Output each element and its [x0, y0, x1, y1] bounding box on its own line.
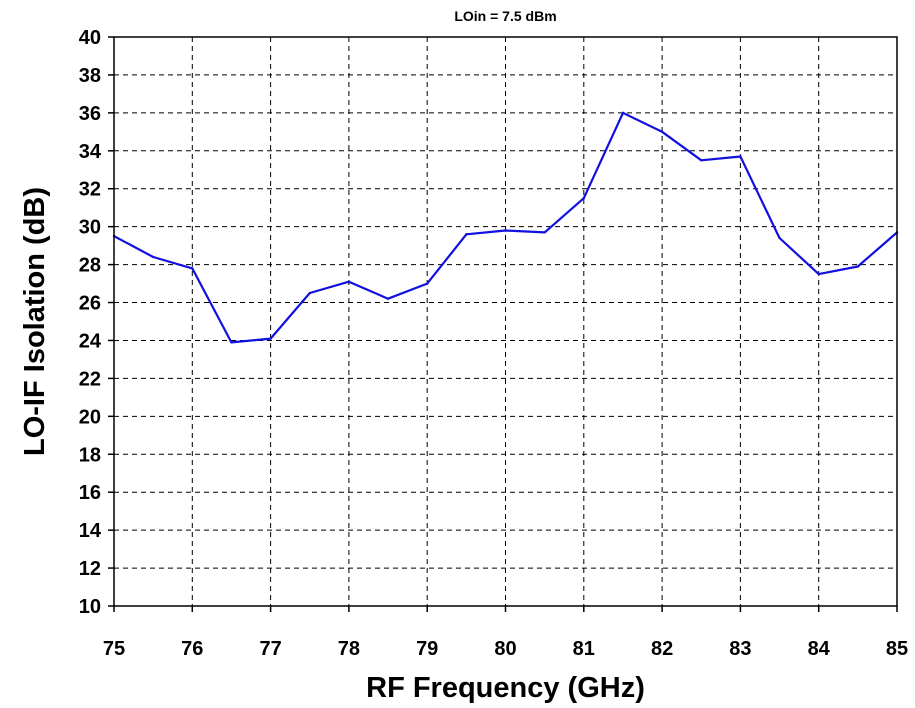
y-tick-label: 16 — [79, 482, 101, 504]
data-point — [817, 272, 820, 276]
data-point — [543, 231, 546, 234]
x-tick-label: 83 — [729, 638, 751, 660]
y-tick-label: 36 — [79, 103, 101, 125]
y-tick-label: 12 — [79, 558, 101, 580]
data-point — [347, 280, 351, 283]
x-tick-label: 76 — [181, 638, 203, 660]
y-axis-title: LO-IF Isolation (dB) — [19, 187, 51, 456]
y-tick-label: 22 — [79, 368, 101, 390]
y-tick-label: 14 — [79, 520, 102, 542]
data-point — [465, 233, 468, 236]
y-tick-label: 28 — [79, 255, 101, 277]
data-point — [739, 155, 742, 158]
data-point — [269, 337, 272, 340]
data-point — [191, 267, 194, 270]
x-tick-label: 82 — [651, 638, 673, 660]
data-point — [621, 111, 625, 115]
y-tick-label: 38 — [79, 65, 101, 87]
y-tick-label: 40 — [79, 27, 101, 49]
x-tick-label: 77 — [259, 638, 281, 660]
x-tick-label: 80 — [494, 638, 516, 660]
x-tick-label: 84 — [808, 638, 831, 660]
data-point — [778, 236, 781, 240]
y-tick-label: 26 — [79, 293, 101, 315]
x-tick-label: 81 — [573, 638, 595, 660]
y-tick-label: 34 — [79, 141, 102, 163]
data-point — [151, 255, 155, 259]
data-point — [582, 197, 585, 200]
x-axis-title: RF Frequency (GHz) — [366, 672, 645, 704]
x-tick-label: 85 — [886, 638, 908, 660]
chart-title: LOin = 7.5 dBm — [454, 8, 556, 24]
data-point — [504, 229, 507, 232]
data-point — [386, 297, 390, 300]
tick-marks — [108, 36, 898, 612]
data-point — [426, 282, 429, 285]
x-tick-labels: 75 76 77 78 79 80 81 82 83 84 85 — [103, 638, 908, 660]
data-point — [308, 291, 311, 295]
y-tick-labels: 10 12 14 16 18 20 22 24 26 28 30 32 34 36 38 40 — [79, 27, 102, 618]
series-layer — [112, 111, 899, 344]
data-point — [660, 130, 664, 134]
y-tick-label: 20 — [79, 406, 101, 428]
y-tick-label: 18 — [79, 444, 101, 466]
x-tick-label: 78 — [338, 638, 360, 660]
x-tick-label: 75 — [103, 638, 125, 660]
data-point — [856, 265, 860, 268]
grid-lines — [114, 37, 897, 606]
y-tick-label: 10 — [79, 596, 101, 618]
y-tick-label: 32 — [79, 179, 101, 201]
x-tick-label: 79 — [416, 638, 438, 660]
data-point — [230, 341, 233, 344]
data-point — [700, 159, 703, 162]
y-tick-label: 24 — [79, 330, 102, 352]
y-tick-label: 30 — [79, 217, 101, 239]
